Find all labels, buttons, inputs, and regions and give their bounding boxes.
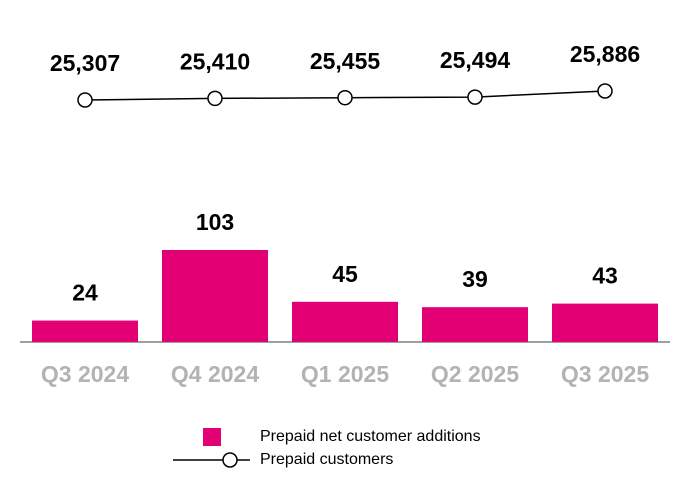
data-label: 45 (332, 261, 358, 287)
legend-label: Prepaid customers (260, 451, 393, 468)
marker (467, 89, 483, 105)
marker (597, 83, 613, 99)
data-label: 25,886 (570, 41, 640, 67)
legend-marker (222, 452, 238, 468)
bar (292, 301, 398, 342)
legend-label: Prepaid net customer additions (260, 428, 481, 445)
x-tick-label: Q3 2024 (41, 361, 129, 387)
x-tick-label: Q3 2025 (561, 361, 649, 387)
x-tick-label: Q4 2024 (171, 361, 259, 387)
marker (77, 92, 93, 108)
bar (32, 320, 138, 342)
legend-swatch (203, 428, 221, 446)
data-label: 25,410 (180, 48, 250, 74)
x-tick-label: Q1 2025 (301, 361, 389, 387)
marker (207, 90, 223, 107)
marker (337, 89, 353, 106)
x-tick-label: Q2 2025 (431, 361, 519, 387)
data-label: 25,494 (440, 47, 511, 73)
data-label: 24 (72, 280, 98, 306)
data-label: 39 (462, 266, 488, 292)
bar (162, 250, 268, 342)
data-label: 25,455 (310, 48, 381, 74)
bar (552, 303, 658, 342)
data-label: 103 (196, 209, 234, 235)
data-label: 43 (592, 263, 618, 289)
data-label: 25,307 (50, 50, 120, 76)
bar (422, 307, 528, 342)
